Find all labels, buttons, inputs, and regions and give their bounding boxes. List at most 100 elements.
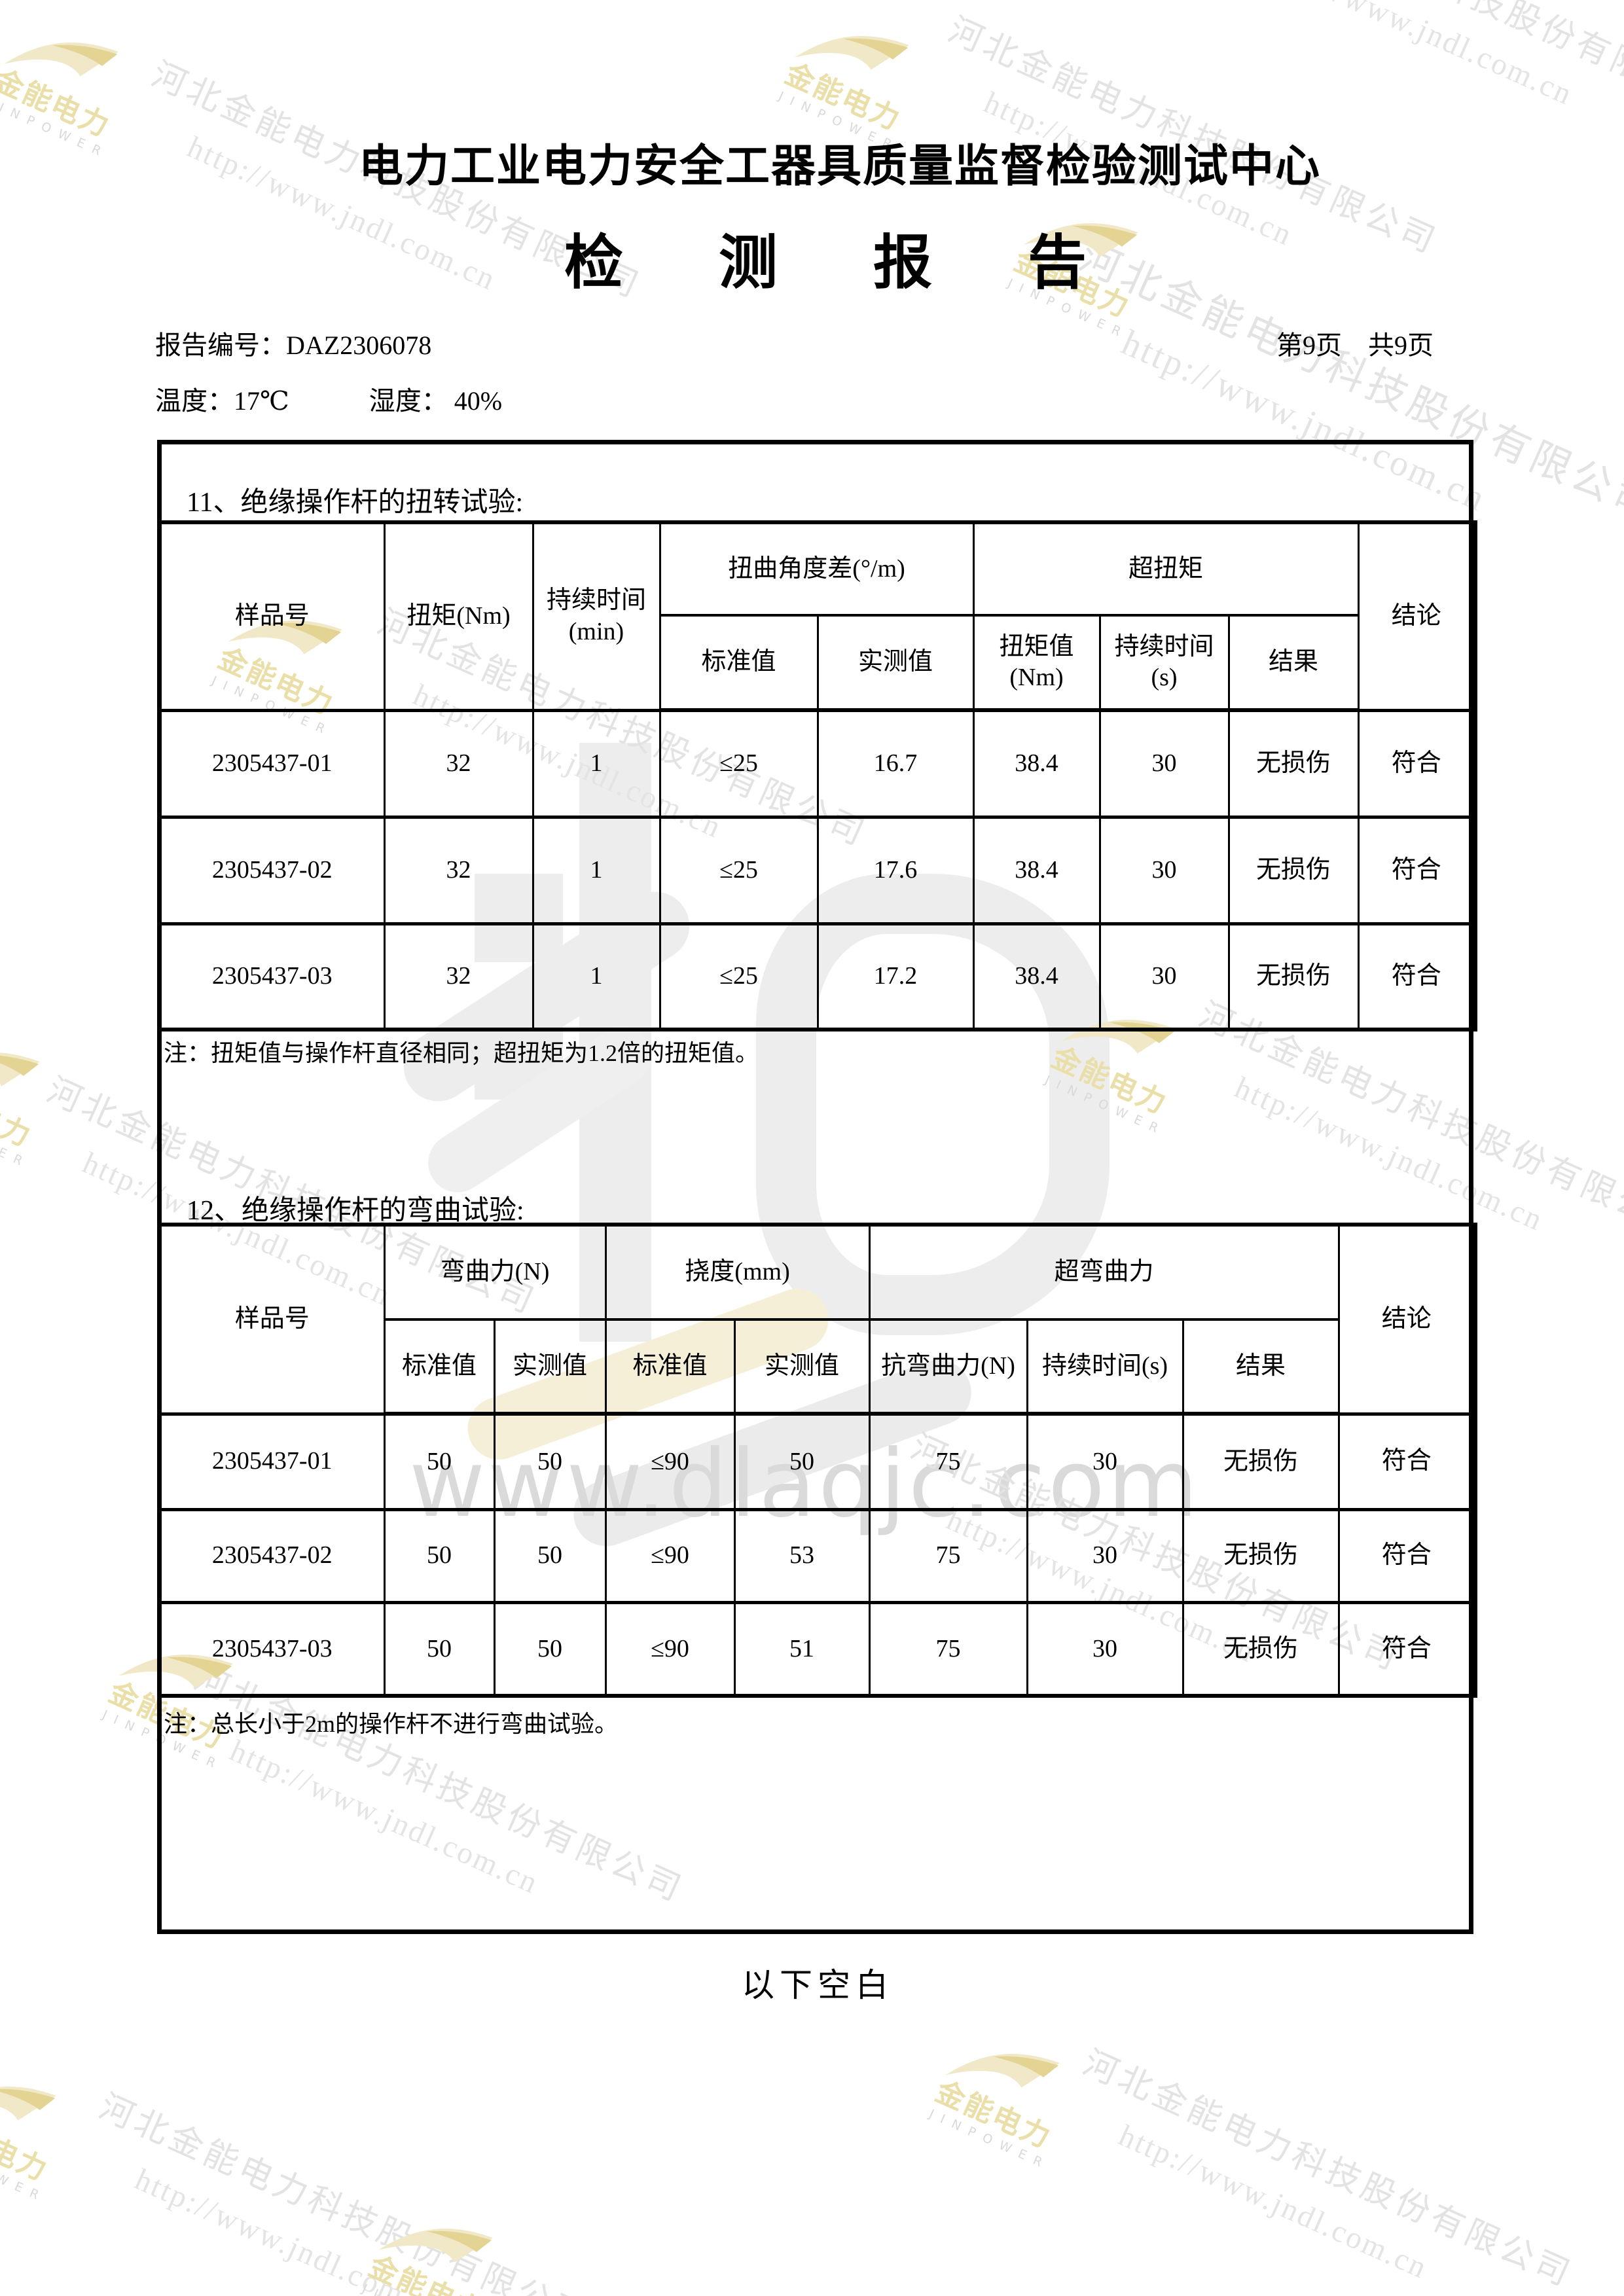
- cell-sample-no: 2305437-03: [158, 922, 386, 1031]
- cell-sample-no: 2305437-01: [158, 708, 386, 818]
- col-header-standard-value: 标准值: [659, 614, 819, 712]
- cell-standard-value: 50: [383, 1412, 496, 1511]
- cell-deflection-standard: ≤90: [604, 1600, 736, 1697]
- cell-duration-s: 30: [1098, 708, 1230, 818]
- cell-result: 无损伤: [1182, 1507, 1340, 1604]
- col-header-twist-angle-diff: 扭曲角度差(°/m): [659, 521, 975, 617]
- col-header-bending-force: 弯曲力(N): [383, 1223, 607, 1321]
- humidity-label: 湿度：: [369, 386, 448, 416]
- cell-conclusion: 符合: [1357, 922, 1477, 1031]
- report-no-value: DAZ2306078: [286, 331, 432, 360]
- cell-result: 无损伤: [1227, 922, 1360, 1031]
- section-12-note: 注：总长小于2m的操作杆不进行弯曲试验。: [164, 1711, 619, 1737]
- cell-measured-value: 17.2: [816, 922, 975, 1031]
- col-header-duration-s: 持续时间(s): [1098, 614, 1230, 712]
- col-header-over-bending-force: 超弯曲力: [868, 1223, 1340, 1321]
- table-row: 2305437-02 50 50 ≤90 53 75 30 无损伤 符合: [158, 1507, 1477, 1604]
- cell-anti-bending-force: 75: [868, 1600, 1028, 1697]
- cell-standard-value: 50: [383, 1507, 496, 1604]
- col-header-duration-s: 持续时间(s): [1026, 1318, 1184, 1416]
- cell-duration-s: 30: [1098, 922, 1230, 1031]
- cell-duration-s: 30: [1026, 1507, 1184, 1604]
- col-header-result: 结果: [1227, 614, 1360, 712]
- col-header-duration-min: 持续时间(min): [532, 521, 661, 711]
- col-header-conclusion: 结论: [1337, 1223, 1477, 1415]
- col-header-over-torque: 超扭矩: [972, 521, 1360, 617]
- logo-swoosh-icon: [0, 2086, 56, 2121]
- cell-result: 无损伤: [1182, 1600, 1340, 1697]
- logo-swoosh-icon: [0, 1052, 40, 1086]
- table-row: 2305437-01 50 50 ≤90 50 75 30 无损伤 符合: [158, 1412, 1477, 1511]
- section-11-title: 11、绝缘操作杆的扭转试验:: [187, 488, 524, 518]
- col-header-standard-value: 标准值: [604, 1318, 736, 1416]
- section-11-note: 注：扭矩值与操作杆直径相同；超扭矩为1.2倍的扭矩值。: [164, 1040, 759, 1066]
- cell-duration-s: 30: [1026, 1600, 1184, 1697]
- section-12-title: 12、绝缘操作杆的弯曲试验:: [187, 1196, 524, 1226]
- cell-torque: 32: [383, 922, 534, 1031]
- table-row: 2305437-01 32 1 ≤25 16.7 38.4 30 无损伤 符合: [158, 708, 1477, 818]
- cell-conclusion: 符合: [1337, 1600, 1477, 1697]
- below-blank-label: 以下空白: [742, 1967, 893, 2003]
- cell-anti-bending-force: 75: [868, 1507, 1028, 1604]
- cell-result: 无损伤: [1227, 708, 1360, 818]
- col-header-sample-no: 样品号: [158, 1223, 386, 1415]
- table-row: 2305437-02 32 1 ≤25 17.6 38.4 30 无损伤 符合: [158, 815, 1477, 925]
- temperature-label: 温度：: [155, 386, 234, 416]
- cell-duration-min: 1: [532, 708, 661, 818]
- cell-measured-value: 17.6: [816, 815, 975, 925]
- cell-standard-value: ≤25: [659, 922, 819, 1031]
- cell-over-torque-value: 38.4: [972, 708, 1101, 818]
- cell-conclusion: 符合: [1357, 708, 1477, 818]
- page-indicator: 第9页 共9页: [1276, 331, 1434, 360]
- col-header-result: 结果: [1182, 1318, 1340, 1416]
- cell-sample-no: 2305437-03: [158, 1600, 386, 1697]
- temperature-value: 17℃: [234, 386, 289, 416]
- torsion-test-table: 样品号 扭矩(Nm) 持续时间(min) 扭曲角度差(°/m) 超扭矩 结论 标…: [157, 520, 1478, 1031]
- cell-conclusion: 符合: [1337, 1507, 1477, 1604]
- cell-sample-no: 2305437-02: [158, 1507, 386, 1604]
- report-title: 检测报告: [564, 231, 1182, 296]
- cell-conclusion: 符合: [1337, 1412, 1477, 1511]
- humidity-value: 40%: [454, 386, 503, 416]
- col-header-measured-value: 实测值: [733, 1318, 871, 1416]
- logo-swoosh-icon: [945, 2053, 1060, 2088]
- logo-swoosh-icon: [795, 35, 909, 70]
- cell-deflection-measured: 53: [733, 1507, 871, 1604]
- report-no-line: 报告编号：DAZ2306078: [155, 324, 431, 362]
- logo-swoosh-icon: [4, 42, 118, 77]
- col-header-measured-value: 实测值: [816, 614, 975, 712]
- cell-result: 无损伤: [1227, 815, 1360, 925]
- cell-torque: 32: [383, 815, 534, 925]
- cell-over-torque-value: 38.4: [972, 815, 1101, 925]
- cell-deflection-measured: 50: [733, 1412, 871, 1511]
- report-body-frame: [157, 440, 1473, 1934]
- cell-standard-value: ≤25: [659, 708, 819, 818]
- cell-duration-min: 1: [532, 922, 661, 1031]
- org-title: 电力工业电力安全工器具质量监督检验测试中心: [359, 141, 1322, 191]
- cell-deflection-standard: ≤90: [604, 1507, 736, 1604]
- cell-measured-value: 50: [493, 1600, 607, 1697]
- cell-measured-value: 16.7: [816, 708, 975, 818]
- logo-swoosh-icon: [378, 2228, 493, 2263]
- table-row: 2305437-03 32 1 ≤25 17.2 38.4 30 无损伤 符合: [158, 922, 1477, 1031]
- cell-deflection-standard: ≤90: [604, 1412, 736, 1511]
- col-header-deflection: 挠度(mm): [604, 1223, 871, 1321]
- col-header-sample-no: 样品号: [158, 521, 386, 711]
- cell-duration-s: 30: [1098, 815, 1230, 925]
- col-header-torque-value: 扭矩值(Nm): [972, 614, 1101, 712]
- col-header-anti-bending-force: 抗弯曲力(N): [868, 1318, 1028, 1416]
- cell-measured-value: 50: [493, 1507, 607, 1604]
- environment-line: 温度：17℃ 湿度： 40%: [155, 380, 502, 418]
- cell-duration-min: 1: [532, 815, 661, 925]
- col-header-standard-value: 标准值: [383, 1318, 496, 1416]
- report-no-label: 报告编号：: [155, 331, 286, 360]
- col-header-conclusion: 结论: [1357, 521, 1477, 711]
